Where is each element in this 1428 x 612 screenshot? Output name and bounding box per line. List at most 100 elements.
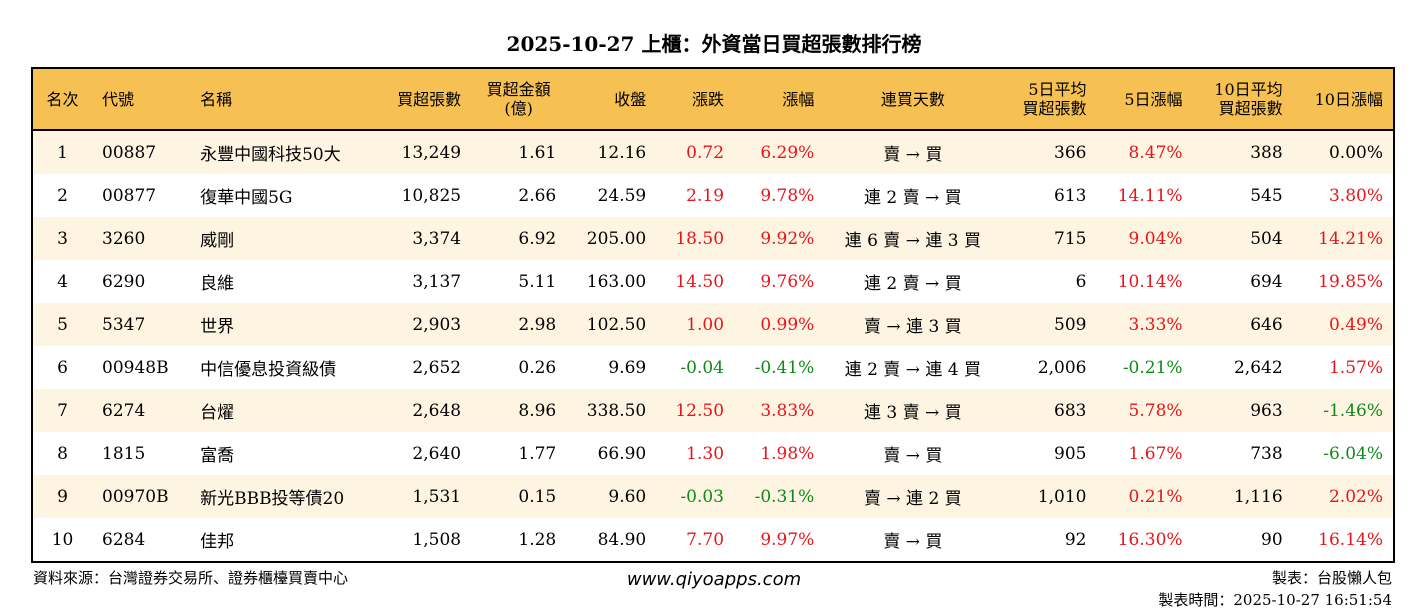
table-row: 8 1815 富喬 2,640 1.77 66.90 1.30 1.98% 賣 → 買 905 1.… [32,432,1394,475]
table-cell: 00948B [102,357,169,378]
table-cell: 905 [1054,443,1087,464]
table-cell: 1,508 [412,529,462,550]
table-cell: 賣 → 買 [824,130,1002,174]
table-cell: 6 [57,357,68,378]
table-cell: 2,642 [1233,357,1283,378]
column-header: 買超金額 (億) [471,68,567,131]
table-cell: 賣 → 買 [883,532,943,552]
table-cell: 2,640 [412,443,462,464]
table-cell: 1 [32,130,93,174]
column-header: 買超張數 [375,68,472,131]
site-link[interactable]: www.qiyoapps.com [626,569,802,590]
table-cell: 8.47% [1096,130,1193,174]
table-cell: 963 [1192,389,1293,432]
table-cell: -1.46% [1292,389,1394,432]
table-cell: 388 [1192,130,1293,174]
table-cell: 694 [1250,271,1283,292]
table-cell: 84.90 [597,529,647,550]
table-cell: 3.33% [1096,303,1193,346]
table-cell: 3.80% [1328,185,1383,206]
table-cell: 2.98 [471,303,567,346]
table-row: 4 6290 良維 3,137 5.11 163.00 14.50 9.76% 連 2 賣 → … [32,260,1394,303]
table-cell: 3,374 [375,217,472,260]
table-cell: 9.76% [760,271,815,292]
table-cell: 14.50 [675,271,725,292]
table-cell: 0.99% [734,303,825,346]
table-cell: 0.49% [1292,303,1394,346]
table-cell: 509 [1001,303,1097,346]
table-cell: 10.14% [1117,271,1183,292]
maker-note: 製表：台股懶人包 [1271,569,1392,587]
table-cell: 00887 [92,130,191,174]
table-cell: 646 [1192,303,1293,346]
table-cell: 1,116 [1192,475,1293,518]
table-cell: 90 [1261,529,1283,550]
table-cell: 24.59 [597,185,647,206]
table-cell: 8.96 [471,389,567,432]
table-cell: 2.19 [686,185,725,206]
table-cell: 5.78% [1096,389,1193,432]
table-row: 1 00887 永豐中國科技50大 13,249 1.61 12.16 0.72 6.29% 賣… [32,130,1394,174]
table-cell: 14.11% [1117,185,1183,206]
table-cell: 6 [1075,271,1087,292]
table-cell: 富喬 [200,446,235,466]
table-cell: 1.77 [518,443,557,464]
table-cell: -6.04% [1323,443,1383,464]
table-cell: 92 [1064,529,1087,550]
table-cell: 連 2 賣 → 買 [864,188,962,208]
table-cell: 0.15 [471,475,567,518]
table-cell: 2,652 [412,357,462,378]
table-cell: 1.98% [760,443,815,464]
table-cell: 永豐中國科技50大 [190,130,376,174]
table-row: 10 6284 佳邦 1,508 1.28 84.90 7.70 9.97% 賣 → 買 92 16… [32,518,1394,562]
table-cell: 6290 [102,271,146,292]
table-cell: 1.57% [1328,357,1383,378]
table-cell: 205.00 [566,217,657,260]
table-cell: 2 [57,185,68,206]
table-cell: 賣 → 連 3 買 [824,303,1002,346]
table-cell: 19.85% [1318,271,1383,292]
table-cell: 7 [32,389,93,432]
table-cell: 中信優息投資級債 [200,360,337,380]
page-title: 2025-10-27 上櫃：外資當日買超張數排行榜 [506,32,922,56]
table-cell: 3 [32,217,93,260]
table-cell: 00970B [92,475,191,518]
table-row: 5 5347 世界 2,903 2.98 102.50 1.00 0.99% 賣 → 連 3 買… [32,303,1394,346]
table-cell: 102.50 [566,303,657,346]
table-cell: 威剛 [190,217,376,260]
table-cell: 世界 [190,303,376,346]
table-cell: 2.02% [1292,475,1394,518]
column-header: 收盤 [566,68,657,131]
table-header: 名次 代號 名稱 買超張數 買超金額 (億) 收盤 漲跌 漲幅 連買天數 5日平均 買超張數 5日漲… [32,68,1394,131]
table-row: 7 6274 台燿 2,648 8.96 338.50 12.50 3.83% 連 3 賣 → … [32,389,1394,432]
table-cell: 00877 [102,185,157,206]
column-header: 漲幅 [734,68,825,131]
table-cell: 復華中國5G [200,188,293,208]
table-cell: 連 2 賣 → 買 [864,274,962,294]
table-cell: 1,531 [375,475,472,518]
table-cell: -0.03 [656,475,735,518]
ranking-table: 名次 代號 名稱 買超張數 買超金額 (億) 收盤 漲跌 漲幅 連買天數 5日平均 買超張數 5日漲… [31,67,1395,563]
table-cell: 14.21% [1292,217,1394,260]
table-cell: 賣 → 連 2 買 [824,475,1002,518]
column-header: 代號 [92,68,191,131]
table-cell: 5.11 [518,271,557,292]
table-cell: 3,137 [412,271,462,292]
made-time: 製表時間：2025-10-27 16:51:54 [1158,591,1392,609]
table-cell: 18.50 [656,217,735,260]
table-cell: 2.66 [518,185,557,206]
table-cell: 2,006 [1037,357,1087,378]
table-cell: -0.41% [754,357,815,378]
table-cell: 13,249 [375,130,472,174]
table-cell: 9.04% [1096,217,1193,260]
table-row: 3 3260 威剛 3,374 6.92 205.00 18.50 9.92% 連 6 賣 → … [32,217,1394,260]
table-cell: 1.61 [471,130,567,174]
table-cell: 6274 [92,389,191,432]
table-cell: 1815 [102,443,146,464]
table-cell: 1.00 [656,303,735,346]
column-header: 10日漲幅 [1292,68,1394,131]
table-cell: 2,648 [375,389,472,432]
table-cell: 9.69 [608,357,647,378]
column-header: 名次 [32,68,93,131]
column-header: 5日平均 買超張數 [1001,68,1097,131]
